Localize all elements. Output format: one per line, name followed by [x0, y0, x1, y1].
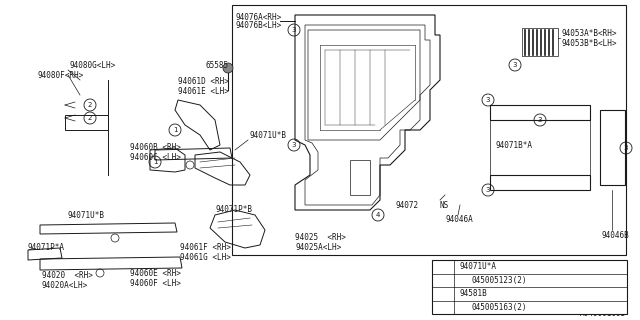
Text: S: S	[462, 305, 466, 310]
Text: 65585: 65585	[206, 60, 229, 69]
Text: 94020A<LH>: 94020A<LH>	[42, 281, 88, 290]
Text: 94046B: 94046B	[602, 230, 630, 239]
Text: 94061G <LH>: 94061G <LH>	[180, 253, 231, 262]
Text: 3: 3	[513, 62, 517, 68]
Text: 94025  <RH>: 94025 <RH>	[295, 234, 346, 243]
Text: 94020  <RH>: 94020 <RH>	[42, 270, 93, 279]
Text: 94071B*A: 94071B*A	[495, 140, 532, 149]
Text: 94053A*B<RH>: 94053A*B<RH>	[562, 28, 618, 37]
Text: 94061D <RH>: 94061D <RH>	[178, 77, 229, 86]
Text: 1: 1	[153, 159, 157, 165]
Text: 3: 3	[292, 142, 296, 148]
Text: 94076B<LH>: 94076B<LH>	[235, 21, 281, 30]
Text: 94581B: 94581B	[459, 289, 487, 298]
Text: 3: 3	[486, 97, 490, 103]
Text: 94071U*A: 94071U*A	[459, 262, 496, 271]
Text: 94071U*B: 94071U*B	[68, 211, 105, 220]
Text: 4: 4	[376, 212, 380, 218]
Text: 2: 2	[88, 115, 92, 121]
Text: 2: 2	[441, 277, 445, 283]
Text: 94046A: 94046A	[445, 215, 473, 225]
Text: 1: 1	[173, 127, 177, 133]
Text: A940001093: A940001093	[580, 308, 627, 317]
Text: S: S	[462, 278, 466, 283]
Bar	[522, 28, 558, 56]
Text: 94072: 94072	[395, 201, 418, 210]
Text: 3: 3	[486, 187, 490, 193]
Text: NS: NS	[440, 201, 449, 210]
Text: 045005163(2): 045005163(2)	[472, 303, 527, 312]
Text: 94060C <LH>: 94060C <LH>	[130, 154, 181, 163]
Bar	[432, 260, 627, 314]
Text: 94060F <LH>: 94060F <LH>	[130, 278, 181, 287]
Circle shape	[223, 63, 233, 73]
Text: 94076A<RH>: 94076A<RH>	[235, 12, 281, 21]
Text: 94071P*A: 94071P*A	[28, 244, 65, 252]
Text: 3: 3	[538, 117, 542, 123]
Text: 94061F <RH>: 94061F <RH>	[180, 244, 231, 252]
Text: 94080G<LH>: 94080G<LH>	[70, 60, 116, 69]
Text: 3: 3	[292, 27, 296, 33]
Text: 94080F<RH>: 94080F<RH>	[37, 70, 83, 79]
Text: 94025A<LH>: 94025A<LH>	[295, 244, 341, 252]
Text: 3: 3	[624, 145, 628, 151]
Text: 94071P*B: 94071P*B	[215, 205, 252, 214]
Text: 94053B*B<LH>: 94053B*B<LH>	[562, 38, 618, 47]
Bar	[232, 5, 626, 255]
Text: 1: 1	[441, 264, 445, 270]
Text: 94060E <RH>: 94060E <RH>	[130, 268, 181, 277]
Text: 4: 4	[441, 304, 445, 310]
Text: 94060B <RH>: 94060B <RH>	[130, 143, 181, 153]
Text: 3: 3	[441, 291, 445, 297]
Text: 045005123(2): 045005123(2)	[472, 276, 527, 285]
Text: 2: 2	[88, 102, 92, 108]
Text: 94061E <LH>: 94061E <LH>	[178, 87, 229, 97]
Text: 94071U*B: 94071U*B	[250, 131, 287, 140]
